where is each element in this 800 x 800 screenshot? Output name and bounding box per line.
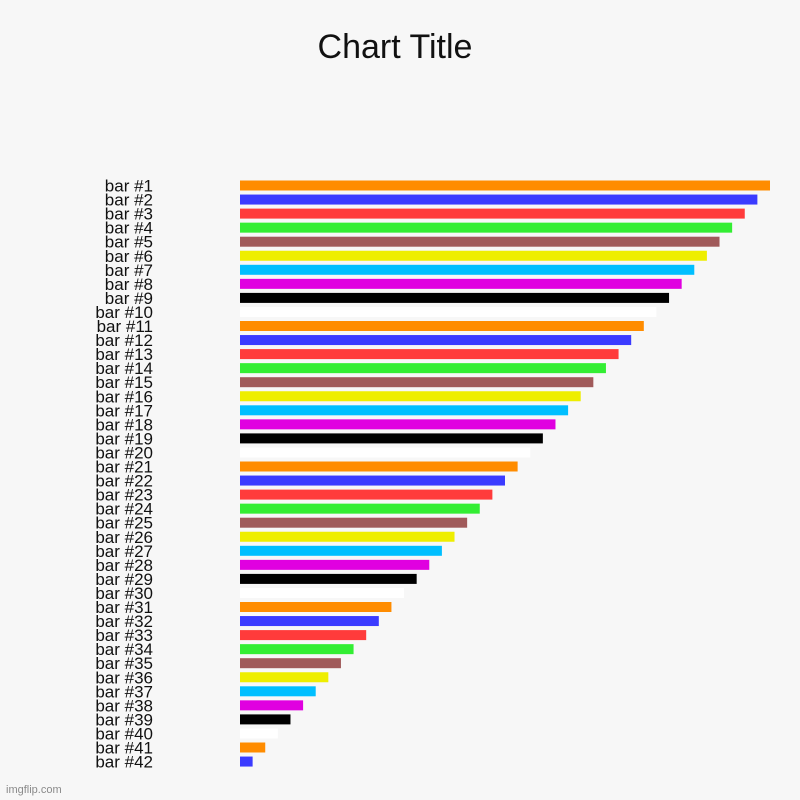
bar-29 [240, 573, 417, 584]
bar-2 [240, 194, 758, 205]
category-label-26: bar #26 [95, 528, 153, 547]
category-label-29: bar #29 [95, 570, 153, 589]
category-label-18: bar #18 [95, 415, 153, 434]
category-label-13: bar #13 [95, 345, 153, 364]
bar-5 [240, 236, 720, 247]
bar-30 [240, 587, 405, 598]
bar-19 [240, 433, 543, 444]
bar-7 [240, 264, 695, 275]
bar-13 [240, 349, 619, 360]
bar-6 [240, 250, 707, 261]
category-label-34: bar #34 [95, 640, 153, 659]
bar-3 [240, 208, 745, 219]
bar-11 [240, 321, 644, 331]
bar-14 [240, 363, 606, 374]
bar-12 [240, 335, 632, 346]
category-label-4: bar #4 [105, 219, 153, 238]
category-label-36: bar #36 [95, 668, 153, 687]
category-label-25: bar #25 [95, 514, 153, 533]
category-label-12: bar #12 [95, 331, 153, 350]
bar-37 [240, 686, 316, 697]
bar-20 [240, 447, 531, 458]
category-label-11: bar #11 [97, 317, 153, 336]
bar-31 [240, 602, 392, 612]
category-label-16: bar #16 [95, 387, 153, 406]
category-label-30: bar #30 [95, 584, 153, 603]
category-label-41: bar #41 [95, 739, 153, 758]
category-label-35: bar #35 [95, 654, 153, 673]
category-label-10: bar #10 [95, 303, 153, 322]
bar-1 [240, 180, 770, 191]
category-label-3: bar #3 [105, 205, 153, 224]
category-label-7: bar #7 [105, 261, 153, 280]
bar-10 [240, 306, 657, 317]
bar-27 [240, 545, 442, 556]
category-label-17: bar #17 [95, 401, 153, 420]
bar-28 [240, 559, 430, 570]
watermark: imgflip.com [6, 784, 62, 796]
category-label-23: bar #23 [95, 486, 153, 505]
bar-39 [240, 714, 291, 725]
category-label-27: bar #27 [95, 542, 153, 561]
category-label-42: bar #42 [95, 753, 153, 772]
bar-21 [240, 461, 518, 472]
bar-40 [240, 728, 278, 739]
bar-26 [240, 531, 455, 542]
category-label-40: bar #40 [95, 724, 153, 743]
bar-4 [240, 222, 733, 233]
category-label-38: bar #38 [95, 696, 153, 715]
category-label-39: bar #39 [95, 710, 153, 729]
category-label-33: bar #33 [95, 626, 153, 645]
category-label-6: bar #6 [105, 247, 153, 266]
bar-24 [240, 503, 480, 514]
category-label-31: bar #31 [95, 598, 153, 617]
category-label-9: bar #9 [105, 289, 153, 308]
bar-16 [240, 391, 581, 402]
category-label-22: bar #22 [95, 472, 153, 491]
bars [240, 180, 770, 767]
bar-18 [240, 419, 556, 430]
bar-22 [240, 475, 505, 486]
category-label-21: bar #21 [95, 458, 153, 477]
bar-35 [240, 658, 341, 669]
bar-15 [240, 377, 594, 388]
bar-38 [240, 700, 304, 711]
chart-title: Chart Title [318, 28, 473, 66]
bar-32 [240, 616, 379, 627]
category-label-5: bar #5 [105, 233, 153, 252]
bar-9 [240, 292, 670, 303]
bar-36 [240, 672, 329, 683]
category-label-8: bar #8 [105, 275, 153, 294]
bar-42 [240, 756, 253, 767]
category-label-24: bar #24 [95, 500, 153, 519]
bar-23 [240, 489, 493, 500]
category-label-1: bar #1 [105, 177, 153, 196]
bar-8 [240, 278, 682, 289]
bar-25 [240, 517, 468, 528]
category-label-19: bar #19 [95, 429, 153, 448]
category-label-15: bar #15 [95, 373, 153, 392]
category-label-28: bar #28 [95, 556, 153, 575]
category-label-2: bar #2 [105, 191, 153, 210]
category-label-14: bar #14 [95, 359, 153, 378]
category-label-32: bar #32 [95, 612, 153, 631]
category-label-20: bar #20 [95, 443, 153, 462]
bar-33 [240, 630, 367, 641]
bar-17 [240, 405, 569, 416]
category-label-37: bar #37 [95, 682, 153, 701]
bar-41 [240, 742, 266, 753]
bar-34 [240, 644, 354, 655]
